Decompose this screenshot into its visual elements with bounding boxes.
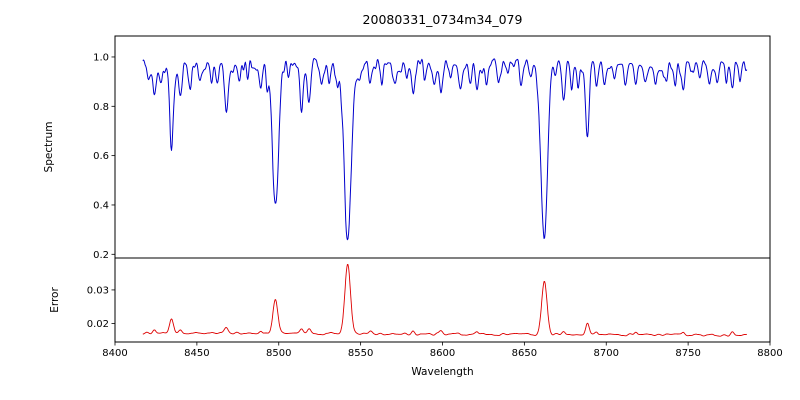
svg-text:0.4: 0.4 (93, 200, 109, 211)
spectrum-y-ticks: 0.2 0.4 0.6 0.8 1.0 (93, 52, 115, 261)
svg-text:8700: 8700 (594, 348, 619, 359)
error-y-ticks: 0.02 0.03 (87, 285, 115, 330)
svg-text:0.02: 0.02 (87, 319, 109, 330)
svg-text:0.2: 0.2 (93, 250, 109, 261)
svg-text:1.0: 1.0 (93, 52, 109, 63)
error-line (142, 263, 747, 337)
svg-text:8650: 8650 (512, 348, 537, 359)
svg-text:0.03: 0.03 (87, 285, 109, 296)
svg-text:0.6: 0.6 (93, 151, 109, 162)
svg-text:8400: 8400 (102, 348, 127, 359)
svg-text:8800: 8800 (757, 348, 782, 359)
chart-title: 20080331_0734m34_079 (362, 12, 523, 27)
svg-text:8500: 8500 (266, 348, 291, 359)
svg-text:0.8: 0.8 (93, 102, 109, 113)
svg-text:8550: 8550 (348, 348, 373, 359)
x-axis-label: Wavelength (411, 366, 474, 378)
x-ticks: 8400 8450 8500 8550 8600 8650 8700 8750 8800 (102, 342, 783, 359)
spectrum-line (142, 58, 748, 241)
svg-text:8450: 8450 (184, 348, 209, 359)
svg-text:8750: 8750 (675, 348, 700, 359)
svg-text:8600: 8600 (430, 348, 455, 359)
